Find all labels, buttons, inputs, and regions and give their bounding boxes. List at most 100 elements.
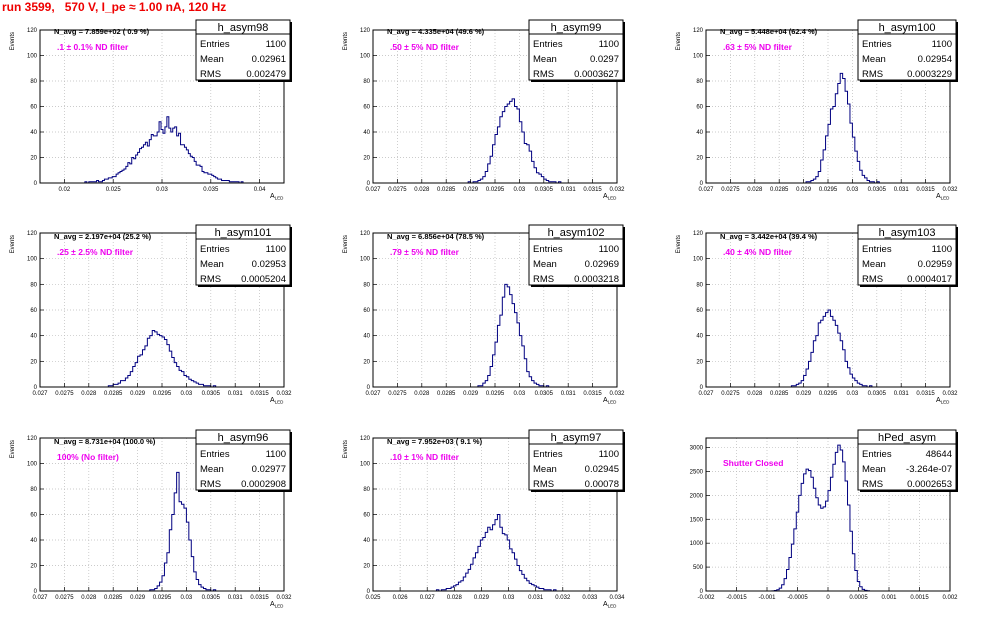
y-tick-label: 60 xyxy=(363,105,370,111)
histogram-panel-h_asym97: 0.025 0.026 0.027 0.028 0.029 0.03 0.031 0.032 0… xyxy=(343,429,625,609)
stats-key: RMS xyxy=(200,479,221,490)
stats-key: RMS xyxy=(533,69,554,80)
stats-box-title: h_asym96 xyxy=(218,432,269,444)
x-tick-label: 0.027 xyxy=(32,391,48,397)
x-tick-label: 0.031 xyxy=(894,391,910,397)
stats-value: 1100 xyxy=(266,244,286,255)
filter-annotation: .63 ± 5% ND filter xyxy=(723,42,793,52)
x-tick-label: 0.0315 xyxy=(250,391,269,397)
x-tick-label: 0.0015 xyxy=(910,595,929,601)
stats-key: Mean xyxy=(200,259,224,270)
y-axis-label: Events xyxy=(10,440,16,458)
navg-label: N_avg = 5.448e+04 (62.4 %) xyxy=(720,27,818,36)
stats-key: RMS xyxy=(533,479,554,490)
x-tick-label: -0.001 xyxy=(758,595,776,601)
x-tick-label: 0.04 xyxy=(254,187,266,193)
stats-key: RMS xyxy=(200,274,221,285)
y-tick-label: 100 xyxy=(27,54,38,60)
x-tick-label: 0.0005 xyxy=(849,595,868,601)
stats-box xyxy=(528,429,624,491)
stats-value: -3.264e-07 xyxy=(906,464,952,475)
y-tick-label: 80 xyxy=(30,282,37,288)
y-tick-label: 80 xyxy=(363,282,370,288)
x-tick-label: 0.0275 xyxy=(55,391,74,397)
stats-value: 48644 xyxy=(926,449,952,460)
y-tick-label: 80 xyxy=(30,79,37,85)
stats-key: RMS xyxy=(862,274,883,285)
y-tick-label: 40 xyxy=(30,130,37,136)
x-tick-label: 0.031 xyxy=(228,391,244,397)
x-tick-label: 0.027 xyxy=(420,595,436,601)
stats-key: Entries xyxy=(533,449,563,460)
x-tick-label: 0.029 xyxy=(130,391,146,397)
y-tick-label: 20 xyxy=(696,359,703,365)
stats-key: Mean xyxy=(200,54,224,65)
stats-key: Entries xyxy=(533,244,563,255)
stats-box xyxy=(195,429,291,491)
navg-label: N_avg = 2.197e+04 (25.2 %) xyxy=(54,232,152,241)
histogram-panel-hPed_asym: -0.002 -0.0015 -0.001 -0.0005 0 0.0005 0.001 0.… xyxy=(690,429,958,601)
x-tick-label: 0.0295 xyxy=(486,187,505,193)
y-tick-label: 20 xyxy=(363,156,370,162)
stats-value: 0.0002908 xyxy=(241,479,286,490)
stats-box xyxy=(195,19,291,81)
x-tick-label: 0.031 xyxy=(528,595,544,601)
x-tick-label: 0.03 xyxy=(847,187,859,193)
x-tick-label: 0.0315 xyxy=(250,595,269,601)
stats-key: Entries xyxy=(200,39,230,50)
x-tick-label: 0.0275 xyxy=(388,391,407,397)
stats-value: 0.02954 xyxy=(918,54,952,65)
filter-annotation: .10 ± 1% ND filter xyxy=(390,452,460,462)
y-tick-label: 80 xyxy=(30,487,37,493)
stats-value: 1100 xyxy=(266,39,286,50)
stats-value: 1100 xyxy=(932,39,952,50)
stats-value: 0.02977 xyxy=(252,464,286,475)
stats-box xyxy=(528,224,624,286)
x-tick-label: 0.0315 xyxy=(583,391,602,397)
x-tick-label: 0.032 xyxy=(276,391,292,397)
x-tick-label: 0.034 xyxy=(609,595,625,601)
x-axis-label: ALED xyxy=(603,397,617,405)
stats-box-title: h_asym100 xyxy=(879,22,936,34)
y-tick-label: 20 xyxy=(696,156,703,162)
y-tick-label: 120 xyxy=(360,436,371,442)
y-tick-label: 120 xyxy=(360,28,371,34)
y-tick-label: 20 xyxy=(30,564,37,570)
navg-label: N_avg = 4.335e+04 (49.6 %) xyxy=(387,27,485,36)
x-tick-label: 0.03 xyxy=(847,391,859,397)
stats-box-title: h_asym101 xyxy=(215,227,272,239)
y-tick-label: 0 xyxy=(700,589,704,595)
x-tick-label: 0.0305 xyxy=(202,595,221,601)
x-tick-label: 0.0315 xyxy=(916,391,935,397)
x-tick-label: 0.0285 xyxy=(437,391,456,397)
histogram-panel-h_asym103: 0.027 0.0275 0.028 0.0285 0.029 0.0295 0.03 0.0… xyxy=(676,224,958,405)
x-tick-label: 0.0275 xyxy=(721,187,740,193)
stats-box xyxy=(528,19,624,81)
x-tick-label: 0.025 xyxy=(106,187,122,193)
y-tick-label: 100 xyxy=(360,462,371,468)
stats-value: 0.0003229 xyxy=(907,69,952,80)
x-tick-label: 0.03 xyxy=(156,187,168,193)
x-tick-label: 0.032 xyxy=(276,595,292,601)
x-tick-label: 0.029 xyxy=(796,187,812,193)
y-tick-label: 100 xyxy=(693,54,704,60)
x-axis-label: ALED xyxy=(936,397,950,405)
x-tick-label: 0.0285 xyxy=(770,391,789,397)
y-tick-label: 40 xyxy=(30,538,37,544)
x-tick-label: 0.031 xyxy=(561,187,577,193)
y-tick-label: 500 xyxy=(693,565,704,571)
y-tick-label: 0 xyxy=(700,385,704,391)
y-tick-label: 80 xyxy=(363,79,370,85)
filter-annotation: .1 ± 0.1% ND filter xyxy=(57,42,129,52)
navg-label: N_avg = 7.952e+03 ( 9.1 %) xyxy=(387,437,483,446)
y-tick-label: 60 xyxy=(363,513,370,519)
run-title: run 3599, 570 V, I_pe ≈ 1.00 nA, 120 Hz xyxy=(2,0,227,14)
stats-key: RMS xyxy=(533,274,554,285)
y-tick-label: 0 xyxy=(34,385,38,391)
y-tick-label: 0 xyxy=(700,181,704,187)
x-tick-label: 0.032 xyxy=(555,595,571,601)
stats-key: Mean xyxy=(862,464,886,475)
stats-key: RMS xyxy=(862,479,883,490)
stats-box-title: h_asym97 xyxy=(551,432,602,444)
x-tick-label: 0 xyxy=(826,595,830,601)
